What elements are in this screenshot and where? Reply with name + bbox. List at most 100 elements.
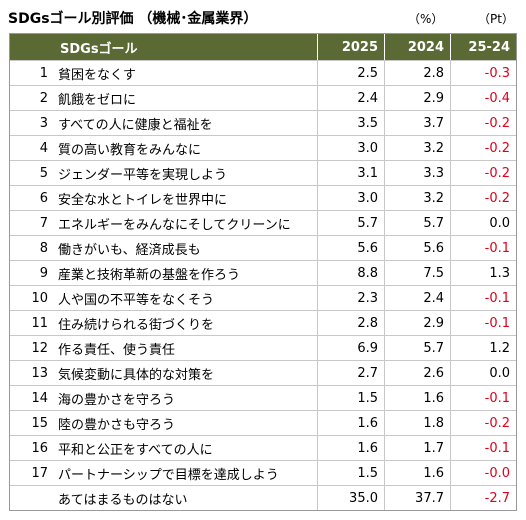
goal-number: 1 <box>39 65 48 81</box>
goal-number: 7 <box>39 215 48 231</box>
value-cell: 3.1 <box>317 161 384 185</box>
goal-name: 海の豊かさを守ろう <box>58 392 176 408</box>
goal-number: 13 <box>31 365 48 381</box>
goal-name: 住み続けられる街づくりを <box>58 317 215 333</box>
table-row: 2 飢餓をゼロに 2.4 2.9 -0.4 <box>10 85 516 110</box>
value-cell: -0.2 <box>450 111 516 135</box>
value-cell: 5.7 <box>384 211 450 235</box>
value-cell: -0.1 <box>450 436 516 460</box>
value-cell: 1.8 <box>384 411 450 435</box>
table-row: 17 パートナーシップで目標を達成しよう 1.5 1.6 -0.0 <box>10 460 516 485</box>
value-cell: 2.8 <box>317 311 384 335</box>
value-cell: 3.0 <box>317 186 384 210</box>
table-row: 14 海の豊かさを守ろう 1.5 1.6 -0.1 <box>10 385 516 410</box>
goal-number: 14 <box>31 390 48 406</box>
value-cell: -0.3 <box>450 61 516 85</box>
goal-number: 2 <box>39 90 48 106</box>
value-cell: 2.6 <box>384 361 450 385</box>
header-row: SDGsゴール 2025 2024 25-24 <box>10 34 516 60</box>
value-cell: 2.4 <box>317 86 384 110</box>
goal-name: 人や国の不平等をなくそう <box>58 292 215 308</box>
table-row: 12 作る責任、使う責任 6.9 5.7 1.2 <box>10 335 516 360</box>
goal-name: 貧困をなくす <box>58 67 137 83</box>
value-cell: 1.6 <box>317 411 384 435</box>
goal-number: 8 <box>39 240 48 256</box>
value-cell: 35.0 <box>317 486 384 510</box>
value-cell: 3.0 <box>317 136 384 160</box>
value-cell: 8.8 <box>317 261 384 285</box>
goal-name: 産業と技術革新の基盤を作ろう <box>58 267 241 283</box>
table-row: 1 貧困をなくす 2.5 2.8 -0.3 <box>10 60 516 85</box>
value-cell: 3.2 <box>384 186 450 210</box>
goal-name: パートナーシップで目標を達成しよう <box>58 467 279 483</box>
value-cell: 0.0 <box>450 361 516 385</box>
table-row: 4 質の高い教育をみんなに 3.0 3.2 -0.2 <box>10 135 516 160</box>
goal-name: ジェンダー平等を実現しよう <box>58 167 228 183</box>
goal-name: 飢餓をゼロに <box>58 92 137 108</box>
value-cell: 2.5 <box>317 61 384 85</box>
header-cell: SDGsゴール <box>60 41 138 57</box>
value-cell: 2.8 <box>384 61 450 85</box>
table-row: 8 働きがいも、経済成長も 5.6 5.6 -0.1 <box>10 235 516 260</box>
value-cell: 2.7 <box>317 361 384 385</box>
value-cell: 1.7 <box>384 436 450 460</box>
value-cell: 5.6 <box>317 236 384 260</box>
value-cell: -0.1 <box>450 286 516 310</box>
value-cell: 1.3 <box>450 261 516 285</box>
value-cell: 1.6 <box>384 386 450 410</box>
table: SDGsゴール 2025 2024 25-24 1 貧困をなくす 2.5 2.8 -0.3 2 飢餓… <box>9 33 517 511</box>
table-row: 10 人や国の不平等をなくそう 2.3 2.4 -0.1 <box>10 285 516 310</box>
value-cell: -0.2 <box>450 161 516 185</box>
goal-number: 17 <box>31 465 48 481</box>
value-cell: 3.5 <box>317 111 384 135</box>
table-row: 11 住み続けられる街づくりを 2.8 2.9 -0.1 <box>10 310 516 335</box>
value-cell: 2.9 <box>384 311 450 335</box>
value-cell: -0.2 <box>450 411 516 435</box>
goal-number: 6 <box>39 190 48 206</box>
unit-label: （Pt） <box>478 12 514 26</box>
table-row: 6 安全な水とトイレを世界中に 3.0 3.2 -0.2 <box>10 185 516 210</box>
table-row: 16 平和と公正をすべての人に 1.6 1.7 -0.1 <box>10 435 516 460</box>
value-cell: -0.0 <box>450 461 516 485</box>
goal-name: 働きがいも、経済成長も <box>58 242 201 258</box>
value-cell: 7.5 <box>384 261 450 285</box>
value-cell: -0.2 <box>450 186 516 210</box>
value-cell: 37.7 <box>384 486 450 510</box>
value-cell: 0.0 <box>450 211 516 235</box>
goal-number: 11 <box>31 315 48 331</box>
value-cell: 5.7 <box>384 336 450 360</box>
goal-number: 9 <box>39 265 48 281</box>
value-cell: 1.5 <box>317 386 384 410</box>
table-row: 15 陸の豊かさも守ろう 1.6 1.8 -0.2 <box>10 410 516 435</box>
goal-number: 4 <box>39 140 48 156</box>
value-cell: 1.2 <box>450 336 516 360</box>
value-cell: -0.1 <box>450 386 516 410</box>
table-row: 3 すべての人に健康と福祉を 3.5 3.7 -0.2 <box>10 110 516 135</box>
value-cell: 2.4 <box>384 286 450 310</box>
header-cell: 2025 <box>317 34 384 60</box>
goal-name: 陸の豊かさも守ろう <box>58 417 176 433</box>
goal-number: 3 <box>39 115 48 131</box>
value-cell: 5.7 <box>317 211 384 235</box>
goal-number: 10 <box>31 290 48 306</box>
title: SDGsゴール別評価 （機械･金属業界） <box>8 11 258 27</box>
goal-number: 16 <box>31 440 48 456</box>
value-cell: 3.3 <box>384 161 450 185</box>
goal-number: 12 <box>31 340 48 356</box>
value-cell: 3.7 <box>384 111 450 135</box>
value-cell: -2.7 <box>450 486 516 510</box>
value-cell: -0.1 <box>450 236 516 260</box>
goal-name: 質の高い教育をみんなに <box>58 142 202 158</box>
value-cell: 5.6 <box>384 236 450 260</box>
cell <box>10 486 52 510</box>
goal-name: 平和と公正をすべての人に <box>58 442 213 458</box>
value-cell: 6.9 <box>317 336 384 360</box>
unit-label: （%） <box>408 12 444 26</box>
value-cell: 1.6 <box>384 461 450 485</box>
goal-name: あてはまるものはない <box>58 492 188 508</box>
goal-name: 安全な水とトイレを世界中に <box>58 192 228 208</box>
table-row: 7 エネルギーをみんなにそしてクリーンに 5.7 5.7 0.0 <box>10 210 516 235</box>
goal-number: 5 <box>39 165 48 181</box>
table-row: 9 産業と技術革新の基盤を作ろう 8.8 7.5 1.3 <box>10 260 516 285</box>
